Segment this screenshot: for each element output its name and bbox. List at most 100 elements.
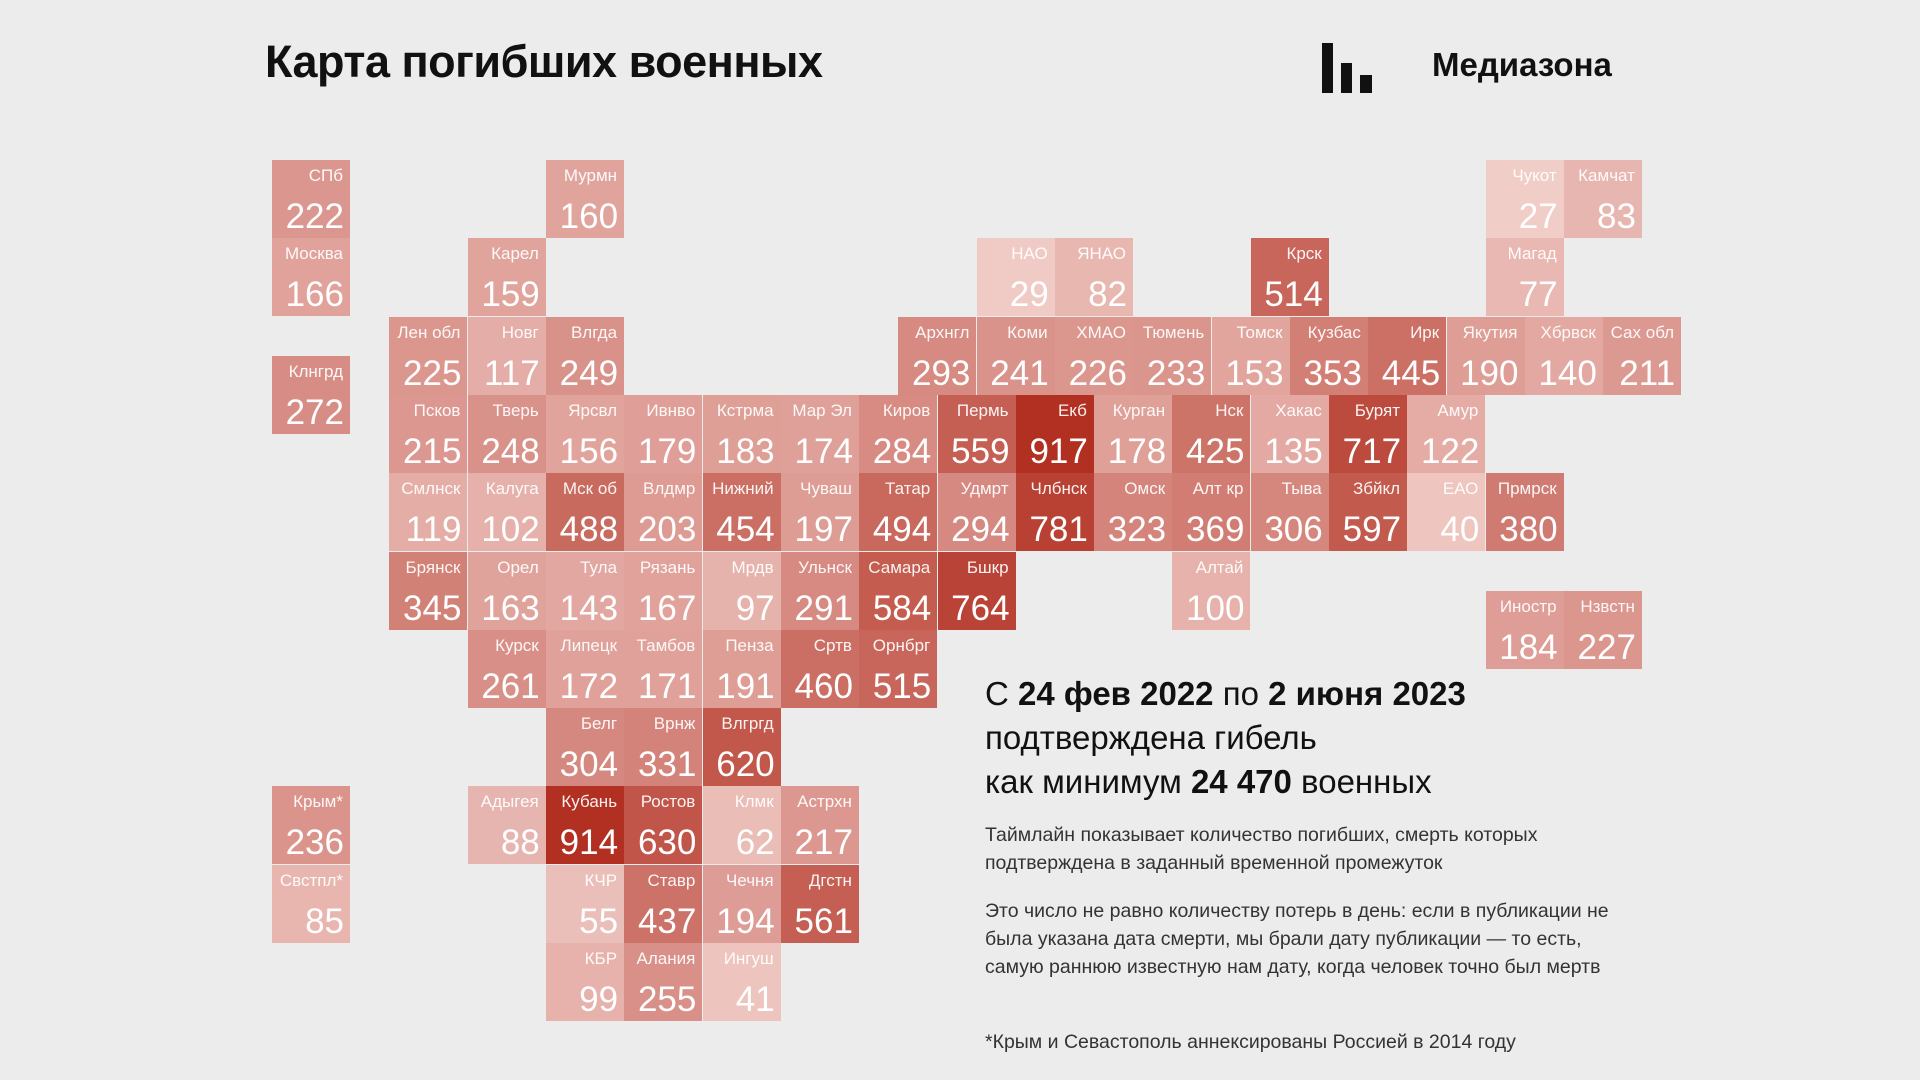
- region-tile: Орел 163: [467, 551, 546, 630]
- region-tile: Сртв 460: [780, 629, 859, 708]
- region-tile: Омск 323: [1094, 473, 1173, 552]
- region-label: Хакас: [1275, 400, 1322, 420]
- region-label: Бурят: [1354, 400, 1401, 420]
- region-value: 122: [1420, 431, 1480, 471]
- region-value: 304: [559, 745, 619, 785]
- region-value: 88: [500, 823, 540, 863]
- region-label: Мск об: [562, 479, 618, 499]
- region-value: 41: [735, 980, 775, 1019]
- region-label: Алания: [636, 949, 696, 968]
- region-label: Тюмень: [1142, 322, 1205, 342]
- region-value: 179: [637, 431, 697, 471]
- region-label: Сртв: [813, 635, 852, 655]
- region-value: 294: [951, 510, 1010, 550]
- region-tile: Псков 215: [389, 394, 468, 473]
- region-value: 514: [1264, 275, 1323, 315]
- region-value: 102: [481, 510, 540, 550]
- region-tile: Ульнск 291: [780, 551, 859, 630]
- region-tile: Нзвстн 227: [1563, 590, 1642, 669]
- region-tile: НАО 29: [976, 238, 1055, 317]
- region-value: 226: [1068, 353, 1127, 393]
- region-tile: Врнж 331: [624, 708, 703, 787]
- region-tile: Ярсвл 156: [546, 394, 625, 473]
- region-value: 99: [579, 980, 619, 1019]
- region-value: 454: [716, 510, 775, 550]
- region-value: 117: [483, 353, 540, 393]
- region-label: Мрдв: [731, 557, 774, 577]
- region-tile: Нск 425: [1172, 394, 1251, 473]
- region-tile: Екб 917: [1015, 394, 1094, 473]
- region-value: 291: [794, 588, 853, 628]
- crimea-footnote: *Крым и Севастополь аннексированы Россие…: [985, 1031, 1516, 1053]
- region-value: 135: [1264, 431, 1323, 471]
- region-tile: Чукот 27: [1485, 160, 1564, 238]
- region-tile: Сах обл 211: [1603, 316, 1682, 395]
- region-tile: Удмрт 294: [937, 473, 1016, 552]
- region-label: Алтай: [1195, 557, 1244, 577]
- region-value: 914: [559, 823, 619, 863]
- region-label: Бшкр: [966, 557, 1009, 577]
- summary-prefix: С: [985, 675, 1018, 712]
- region-value: 233: [1146, 353, 1206, 393]
- region-label: Нижний: [712, 479, 774, 499]
- region-value: 369: [1186, 510, 1245, 550]
- region-value: 85: [305, 901, 344, 941]
- region-tile: Калуга 102: [467, 473, 546, 552]
- region-label: Влгргд: [721, 714, 774, 734]
- region-label: Орел: [497, 557, 539, 577]
- region-value: 241: [990, 353, 1049, 393]
- region-label: Псков: [413, 400, 461, 420]
- region-tile: Архнгл 293: [898, 316, 977, 395]
- region-value: 211: [1619, 353, 1676, 393]
- region-tile: Кубань 914: [546, 786, 625, 865]
- region-label: Якутия: [1462, 322, 1518, 342]
- region-label: Алт кр: [1192, 479, 1244, 499]
- region-value: 248: [481, 431, 540, 471]
- region-label: Калуга: [485, 479, 539, 499]
- region-tile: Адыгея 88: [467, 786, 546, 865]
- region-label: Москва: [284, 244, 343, 264]
- region-tile: Самара 584: [859, 551, 938, 630]
- region-tile: Мск об 488: [546, 473, 625, 552]
- region-label: СПб: [308, 166, 343, 185]
- region-value: 620: [716, 745, 775, 785]
- region-tile: Члбнск 781: [1015, 473, 1094, 552]
- mediazona-bars-icon: [1322, 43, 1374, 93]
- summary-mid: по: [1213, 675, 1269, 712]
- region-label: Ингуш: [723, 949, 774, 968]
- region-label: Тыва: [1281, 479, 1322, 499]
- region-label: Ивнво: [646, 400, 696, 420]
- region-value: 781: [1029, 510, 1088, 550]
- region-label: Брянск: [405, 557, 461, 577]
- region-label: Архнгл: [915, 322, 970, 342]
- region-tile: Клмк 62: [702, 786, 781, 865]
- region-value: 345: [403, 588, 462, 628]
- region-tile: Бшкр 764: [937, 551, 1016, 630]
- region-label: Татар: [885, 479, 931, 499]
- region-value: 77: [1518, 275, 1558, 315]
- region-value: 437: [637, 901, 697, 941]
- region-label: Астрхн: [797, 792, 852, 812]
- region-label: Члбнск: [1030, 479, 1087, 499]
- summary-line-3: как минимум 24 470 военных: [985, 760, 1466, 804]
- region-tile: Мрдв 97: [702, 551, 781, 630]
- region-label: Коми: [1007, 322, 1048, 342]
- region-value: 174: [794, 431, 853, 471]
- region-label: Прмрск: [1497, 479, 1557, 499]
- region-value: 217: [794, 823, 853, 863]
- region-label: Кузбас: [1307, 322, 1361, 342]
- region-label: Пермь: [956, 400, 1009, 420]
- region-label: Иностр: [1499, 596, 1557, 616]
- region-label: Нск: [1215, 400, 1244, 420]
- region-tile: Крск 514: [1250, 238, 1329, 317]
- region-tile: Нижний 454: [702, 473, 781, 552]
- region-tile: Влдмр 203: [624, 473, 703, 552]
- region-value: 119: [405, 510, 462, 550]
- region-value: 225: [403, 353, 462, 393]
- region-label: Клмк: [734, 792, 774, 812]
- region-label: Томск: [1236, 322, 1283, 342]
- region-tile: ХМАО 226: [1055, 316, 1133, 395]
- region-label: Дгстн: [808, 870, 852, 890]
- region-label: Камчат: [1578, 166, 1635, 185]
